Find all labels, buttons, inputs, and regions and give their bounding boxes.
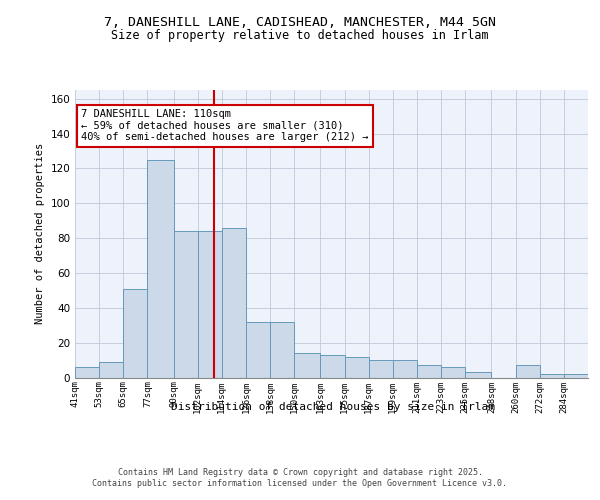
Bar <box>75 367 99 378</box>
Text: Size of property relative to detached houses in Irlam: Size of property relative to detached ho… <box>111 30 489 43</box>
Bar <box>173 231 198 378</box>
Bar <box>515 366 540 378</box>
Bar <box>246 322 270 378</box>
Bar <box>465 372 491 378</box>
Bar <box>564 374 588 378</box>
Bar <box>270 322 294 378</box>
Bar <box>393 360 417 378</box>
Bar <box>344 356 369 378</box>
Bar <box>198 231 222 378</box>
Text: 7 DANESHILL LANE: 110sqm
← 59% of detached houses are smaller (310)
40% of semi-: 7 DANESHILL LANE: 110sqm ← 59% of detach… <box>81 109 368 142</box>
Bar <box>320 355 344 378</box>
Y-axis label: Number of detached properties: Number of detached properties <box>35 143 45 324</box>
Text: Contains HM Land Registry data © Crown copyright and database right 2025.
Contai: Contains HM Land Registry data © Crown c… <box>92 468 508 487</box>
Bar <box>441 367 465 378</box>
Bar <box>369 360 393 378</box>
Text: 7, DANESHILL LANE, CADISHEAD, MANCHESTER, M44 5GN: 7, DANESHILL LANE, CADISHEAD, MANCHESTER… <box>104 16 496 29</box>
Bar <box>123 288 148 378</box>
Bar <box>294 353 320 378</box>
Bar <box>417 366 441 378</box>
Bar <box>540 374 564 378</box>
Bar <box>148 160 173 378</box>
Text: Distribution of detached houses by size in Irlam: Distribution of detached houses by size … <box>171 402 495 412</box>
Bar <box>99 362 123 378</box>
Bar <box>222 228 246 378</box>
